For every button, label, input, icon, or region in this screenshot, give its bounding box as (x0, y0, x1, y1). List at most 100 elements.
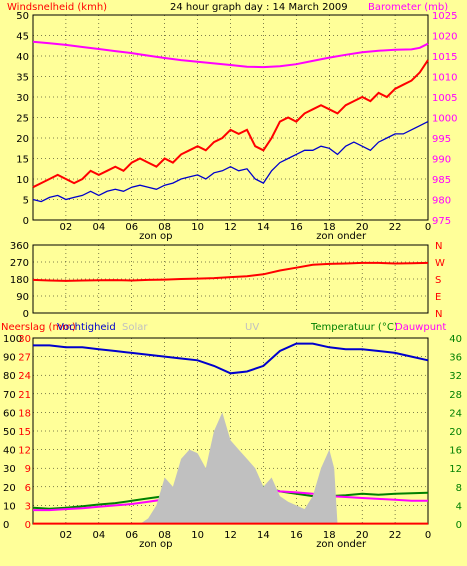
x-tick-label: 14 (257, 222, 270, 233)
sunrise-label-bottom: zon op (139, 539, 172, 550)
series-line-direction (32, 261, 429, 282)
temperature-tick-label: 20 (449, 427, 462, 438)
x-tick-label: 10 (191, 530, 204, 541)
x-tick-label: 08 (158, 222, 171, 233)
y-tick-label: 20 (16, 134, 29, 145)
rain-tick-label: 6 (25, 483, 31, 494)
temperature-tick-label: 16 (449, 446, 462, 457)
compass-label: E (435, 292, 441, 303)
y-tick-label: 50 (16, 11, 29, 22)
compass-label: N (435, 241, 442, 252)
rain-tick-label: 18 (18, 408, 31, 419)
barometer-tick-label: 1005 (432, 93, 457, 104)
rain-tick-label: 12 (18, 446, 31, 457)
wind-panel-grid (33, 15, 428, 220)
temperature-tick-label: 24 (449, 408, 462, 419)
humidity-tick-label: 100 (3, 334, 22, 345)
wind-panel-series (32, 40, 429, 203)
humidity-tick-label: 90 (3, 353, 16, 364)
series-area-solar (33, 412, 428, 524)
barometer-tick-label: 995 (432, 134, 451, 145)
legend-solar: Solar (122, 322, 148, 333)
sunset-label: zon onder (316, 231, 367, 242)
legend-humidity: Vochtigheid (57, 322, 116, 333)
x-tick-label: 20 (356, 530, 369, 541)
rain-tick-label: 9 (25, 464, 31, 475)
barometer-tick-label: 990 (432, 155, 451, 166)
series-line-vochtigheid (33, 342, 429, 375)
temperature-tick-label: 40 (449, 334, 462, 345)
barometer-tick-label: 975 (432, 216, 451, 227)
x-tick-label: 12 (224, 222, 237, 233)
x-tick-label: 08 (158, 530, 171, 541)
y-tick-label: 15 (16, 155, 29, 166)
y-tick-label: 35 (16, 73, 29, 84)
direction-tick-label: 0 (23, 309, 29, 320)
humidity-tick-label: 0 (3, 520, 9, 531)
series-line-windstoten (32, 59, 429, 189)
y-tick-label: 45 (16, 32, 29, 43)
x-tick-label: 06 (125, 222, 138, 233)
x-tick-label: 02 (60, 222, 73, 233)
temperature-tick-label: 4 (456, 501, 462, 512)
rain-y-axis-ticks: 0 3 6 9 12 15 18 21 24 27 30 (18, 334, 31, 531)
x-tick-label: 0 (425, 530, 431, 541)
rain-tick-label: 27 (18, 353, 31, 364)
barometer-axis-title: Barometer (mb) (368, 2, 448, 13)
y-tick-label: 30 (16, 93, 29, 104)
x-tick-label: 22 (389, 530, 402, 541)
x-tick-label: 04 (92, 530, 105, 541)
barometer-tick-label: 1015 (432, 52, 457, 63)
humidity-tick-label: 80 (3, 371, 16, 382)
x-tick-label: 04 (92, 222, 105, 233)
compass-label: N (435, 309, 442, 320)
humidity-tick-label: 70 (3, 390, 16, 401)
x-tick-label: 18 (323, 530, 336, 541)
legend-temperature: Temperatuur (°C) (310, 322, 398, 333)
wind-axis-title: Windsnelheid (kmh) (7, 2, 107, 13)
barometer-tick-label: 980 (432, 196, 451, 207)
y-tick-label: 10 (16, 175, 29, 186)
x-tick-label: 22 (389, 222, 402, 233)
direction-tick-label: 270 (10, 258, 29, 269)
y-tick-label: 0 (23, 216, 29, 227)
temperature-tick-label: 12 (449, 464, 462, 475)
humidity-tick-label: 20 (3, 483, 16, 494)
x-tick-label: 06 (125, 530, 138, 541)
direction-panel-series (32, 261, 429, 282)
rain-tick-label: 30 (18, 334, 31, 345)
x-tick-label: 0 (425, 222, 431, 233)
sunrise-label: zon op (139, 231, 172, 242)
y-tick-label: 40 (16, 52, 29, 63)
x-tick-label: 02 (60, 530, 73, 541)
legend-dewpoint: Dauwpunt (395, 322, 446, 333)
temperature-tick-label: 36 (449, 353, 462, 364)
compass-label: S (435, 275, 441, 286)
barometer-tick-label: 1010 (432, 73, 457, 84)
direction-panel-grid (33, 245, 428, 313)
rain-tick-label: 24 (18, 371, 31, 382)
direction-tick-label: 360 (10, 241, 29, 252)
humidity-tick-label: 30 (3, 464, 16, 475)
barometer-y-axis-ticks: 975 980 985 990 995 1000 1005 1010 1015 1020 1025 (432, 11, 457, 227)
compass-label: W (435, 258, 445, 269)
humidity-tick-label: 60 (3, 408, 16, 419)
humidity-tick-label: 50 (3, 427, 16, 438)
direction-tick-label: 180 (10, 275, 29, 286)
barometer-tick-label: 1000 (432, 114, 457, 125)
temperature-tick-label: 28 (449, 390, 462, 401)
direction-y-axis-ticks: 0 90 180 270 360 (10, 241, 29, 320)
humidity-panel-series (32, 342, 429, 525)
x-tick-label: 12 (224, 530, 237, 541)
temperature-tick-label: 0 (456, 520, 462, 531)
barometer-tick-label: 985 (432, 175, 451, 186)
y-tick-label: 5 (23, 196, 29, 207)
series-line-barometer (32, 40, 429, 69)
humidity-tick-label: 40 (3, 446, 16, 457)
rain-tick-label: 0 (25, 520, 31, 531)
direction-tick-label: 90 (16, 292, 29, 303)
